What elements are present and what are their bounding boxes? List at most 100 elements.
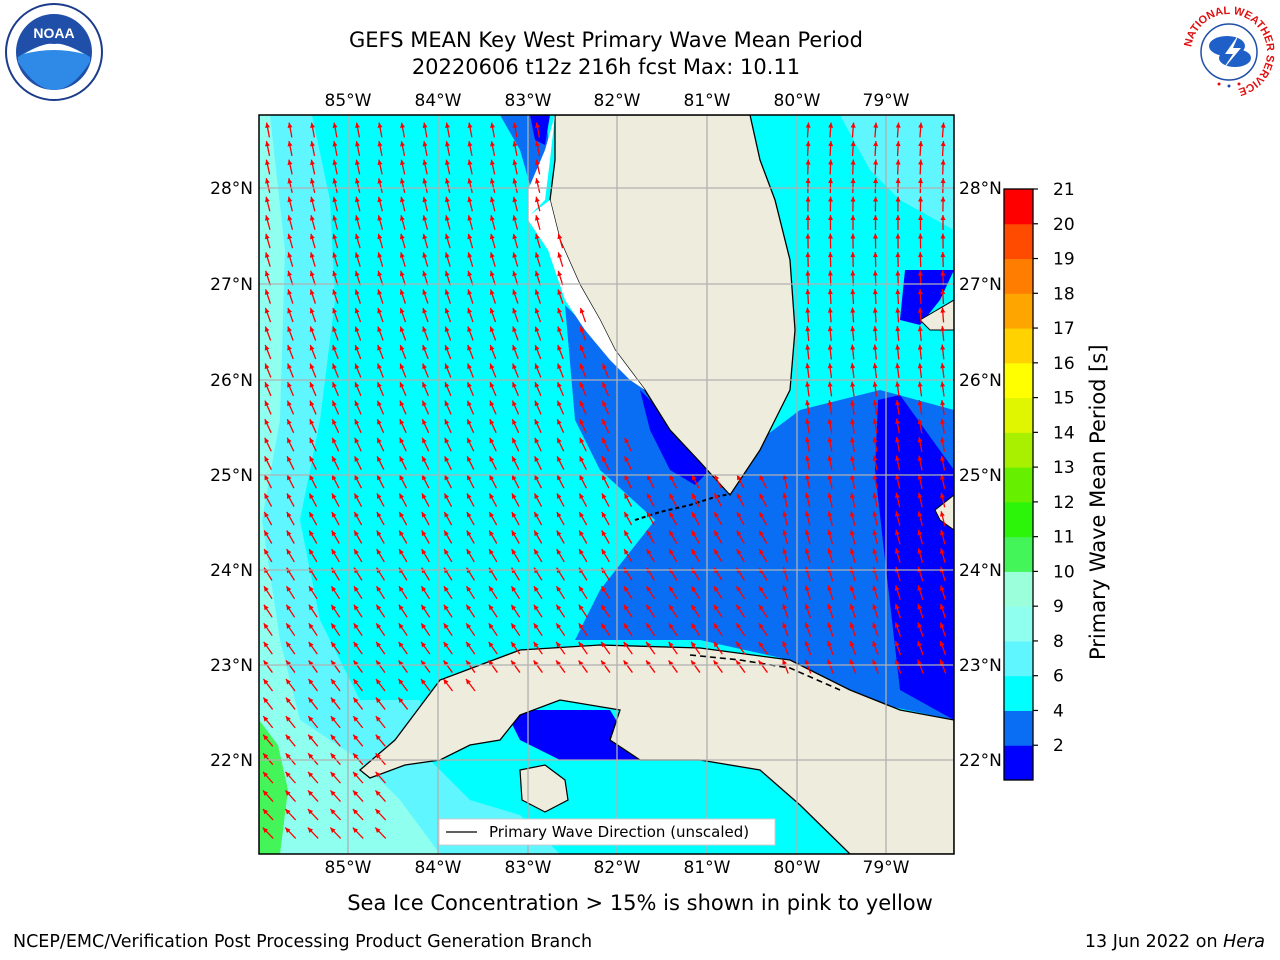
wave-direction-arrow bbox=[872, 659, 879, 674]
wave-direction-arrow bbox=[872, 640, 879, 656]
wave-direction-arrow bbox=[872, 492, 878, 508]
wave-direction-arrow bbox=[307, 715, 319, 729]
wave-direction-arrow bbox=[804, 585, 811, 600]
wave-direction-arrow bbox=[940, 122, 946, 138]
wave-direction-arrow bbox=[421, 548, 430, 563]
wave-direction-arrow bbox=[939, 603, 946, 619]
wave-direction-arrow bbox=[377, 252, 384, 267]
wave-direction-arrow bbox=[331, 530, 340, 544]
wave-direction-arrow bbox=[263, 474, 273, 489]
wave-direction-arrow bbox=[443, 641, 453, 655]
wave-direction-arrow bbox=[286, 381, 295, 397]
wave-direction-arrow bbox=[307, 697, 319, 710]
colorbar-tick-label: 21 bbox=[1053, 180, 1075, 200]
wave-direction-arrow bbox=[827, 362, 833, 379]
wave-direction-arrow bbox=[354, 215, 361, 230]
wave-direction-arrow bbox=[330, 771, 341, 784]
wave-direction-arrow bbox=[895, 159, 901, 175]
wave-direction-arrow bbox=[668, 530, 678, 544]
wave-direction-arrow bbox=[872, 362, 878, 379]
wave-direction-arrow bbox=[736, 548, 745, 563]
wave-direction-arrow bbox=[308, 530, 318, 544]
cuban-cays bbox=[689, 654, 841, 691]
wave-direction-arrow bbox=[557, 252, 564, 267]
colorbar-segment bbox=[1004, 571, 1033, 607]
wave-direction-arrow bbox=[872, 381, 878, 397]
wave-direction-arrow bbox=[400, 159, 406, 175]
wave-direction-arrow bbox=[331, 474, 340, 489]
wave-direction-arrow bbox=[556, 437, 565, 452]
wave-direction-arrow bbox=[307, 734, 319, 747]
wave-direction-arrow bbox=[421, 530, 430, 544]
wave-direction-arrow bbox=[849, 640, 857, 656]
wave-direction-arrow bbox=[939, 622, 947, 637]
map-title: GEFS MEAN Key West Primary Wave Mean Per… bbox=[349, 28, 863, 52]
wave-direction-arrow bbox=[805, 455, 811, 471]
wave-direction-arrow bbox=[330, 585, 341, 600]
legend-label: Primary Wave Direction (unscaled) bbox=[489, 823, 749, 841]
wave-direction-arrow bbox=[645, 641, 656, 655]
wave-direction-arrow bbox=[420, 678, 431, 692]
wave-direction-arrow bbox=[490, 141, 496, 156]
wave-direction-arrow bbox=[849, 659, 857, 674]
wave-direction-arrow bbox=[444, 252, 451, 267]
wave-direction-arrow bbox=[308, 641, 318, 655]
wave-direction-arrow bbox=[354, 455, 362, 471]
wave-direction-arrow bbox=[623, 474, 633, 489]
wave-direction-arrow bbox=[488, 530, 498, 544]
wave-direction-arrow bbox=[488, 511, 498, 526]
wave-direction-arrow bbox=[917, 270, 923, 286]
wave-direction-arrow bbox=[557, 344, 564, 360]
wave-direction-arrow bbox=[534, 215, 541, 230]
wave-direction-arrow bbox=[332, 233, 339, 249]
wave-direction-arrow bbox=[917, 529, 924, 545]
wave-direction-arrow bbox=[534, 307, 542, 323]
wave-direction-arrow bbox=[374, 808, 387, 821]
wave-direction-arrow bbox=[850, 325, 856, 342]
wave-direction-arrow bbox=[490, 122, 496, 138]
wave-direction-arrow bbox=[827, 529, 834, 545]
wave-direction-arrow bbox=[668, 548, 678, 563]
wave-direction-arrow bbox=[444, 344, 452, 360]
wave-direction-arrow bbox=[489, 196, 496, 212]
wave-direction-arrow bbox=[579, 363, 587, 378]
wave-direction-arrow bbox=[420, 604, 431, 618]
bahamas-land-south bbox=[934, 494, 954, 531]
wave-direction-arrow bbox=[873, 122, 879, 138]
wave-direction-arrow bbox=[286, 530, 295, 544]
wave-direction-arrow bbox=[895, 177, 901, 194]
wave-direction-arrow bbox=[287, 252, 294, 267]
wave-direction-arrow bbox=[917, 399, 923, 416]
wave-direction-arrow bbox=[827, 251, 833, 268]
wave-direction-arrow bbox=[263, 530, 273, 544]
wave-direction-arrow bbox=[917, 325, 923, 342]
wave-direction-arrow bbox=[600, 604, 611, 618]
period-band-2-4-east bbox=[875, 395, 954, 720]
colorbar-tick-label: 11 bbox=[1053, 528, 1075, 548]
wave-direction-arrow bbox=[353, 641, 363, 655]
wave-direction-arrow bbox=[422, 196, 428, 212]
wave-direction-arrow bbox=[735, 641, 746, 655]
wave-direction-arrow bbox=[579, 455, 587, 471]
wave-direction-arrow bbox=[511, 400, 520, 415]
wave-direction-arrow bbox=[758, 641, 768, 655]
lon-tick-label: 83°W bbox=[505, 91, 552, 111]
wave-direction-arrow bbox=[352, 734, 364, 747]
wave-direction-arrow bbox=[332, 196, 338, 212]
wave-direction-arrow bbox=[263, 585, 273, 600]
wave-direction-arrow bbox=[377, 289, 384, 304]
wave-direction-arrow bbox=[624, 437, 632, 452]
wave-direction-arrow bbox=[917, 362, 923, 379]
wave-direction-arrow bbox=[376, 437, 385, 452]
wave-direction-arrow bbox=[873, 159, 879, 175]
wave-direction-arrow bbox=[557, 270, 564, 286]
wave-direction-arrow bbox=[287, 270, 294, 286]
wave-direction-arrow bbox=[330, 604, 341, 618]
wave-direction-arrow bbox=[354, 344, 362, 360]
wave-direction-arrow bbox=[442, 678, 454, 692]
wave-direction-arrow bbox=[918, 177, 924, 194]
wave-direction-arrow bbox=[850, 214, 856, 231]
wave-direction-arrow bbox=[827, 270, 833, 286]
nws-logo-icon: NATIONAL WEATHER SERVICE bbox=[1181, 4, 1277, 100]
wave-direction-arrow bbox=[533, 622, 543, 637]
